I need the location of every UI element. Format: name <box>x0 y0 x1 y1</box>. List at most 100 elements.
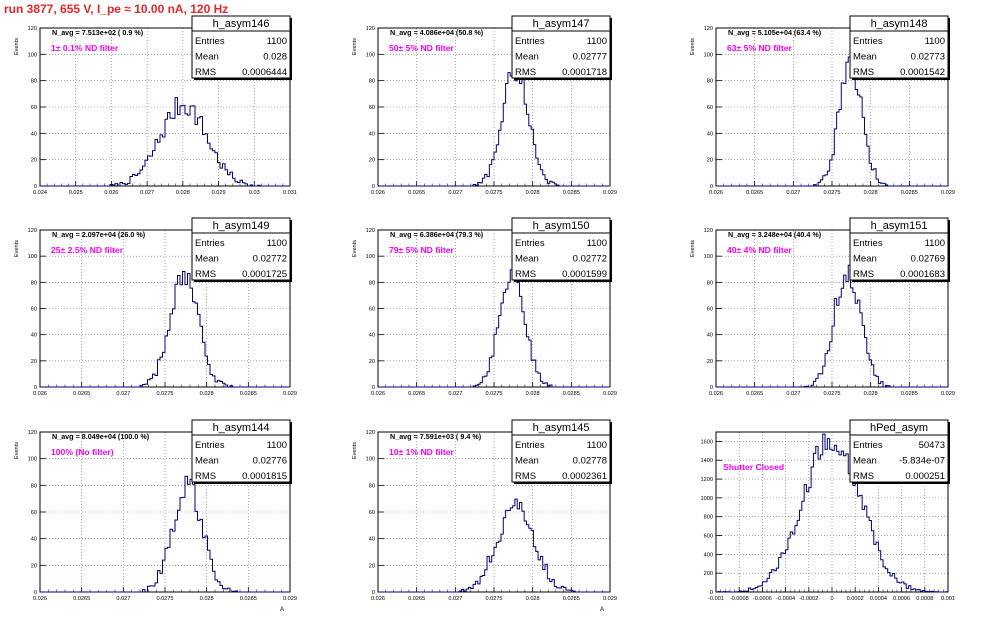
x-tick-label: -0.0002 <box>799 596 818 602</box>
histogram-h_asym151: 0.026 0.0265 0.027 0.0275 0.028 0.0285 0.029 0 2… <box>690 217 955 397</box>
stat-value: 0.02778 <box>573 456 607 467</box>
navg-label: N_avg = 4.086e+04 (50.8 %) <box>390 28 484 37</box>
x-tick-label: 0.0285 <box>901 190 918 196</box>
stats-box <box>191 419 291 483</box>
filter-annotation: 50± 5% ND filter <box>389 43 455 53</box>
y-tick-label: 20 <box>369 359 375 365</box>
x-tick-label: 0.026 <box>33 596 47 602</box>
stat-label: Mean <box>195 254 219 265</box>
y-tick-label: 0 <box>34 184 37 190</box>
stat-value: 0.000251 <box>905 471 945 482</box>
histogram-line <box>378 498 610 593</box>
histogram-h_asym144: 0.026 0.0265 0.027 0.0275 0.028 0.0285 0.029 0 2… <box>14 419 297 613</box>
x-tick-label: 0.0275 <box>485 596 502 602</box>
y-tick-label: 100 <box>704 52 713 58</box>
x-tick-label: 0.0265 <box>746 190 763 196</box>
y-tick-label: 0 <box>710 184 713 190</box>
x-tick-label: 0.024 <box>33 190 47 196</box>
histogram-h_asym145: 0.026 0.0265 0.027 0.0275 0.028 0.0285 0.029 0 2… <box>352 419 617 613</box>
stat-label: Entries <box>853 36 883 47</box>
stat-value: 1100 <box>587 440 607 451</box>
histogram-h_asym148: 0.026 0.0265 0.027 0.0275 0.028 0.0285 0.029 0 2… <box>690 15 955 196</box>
y-tick-label: 20 <box>707 359 713 365</box>
y-tick-label: 60 <box>369 510 375 516</box>
filter-annotation: 1± 0.1% ND filter <box>51 43 119 53</box>
y-tick-label: 40 <box>707 333 713 339</box>
y-tick-label: 60 <box>31 307 37 313</box>
x-tick-label: 0.0285 <box>240 596 257 602</box>
y-tick-label: 100 <box>366 52 375 58</box>
y-tick-label: 80 <box>31 483 37 489</box>
y-tick-label: 100 <box>366 457 375 463</box>
stat-value: 0.02773 <box>911 52 945 63</box>
stat-label: Mean <box>853 52 877 63</box>
stats-box <box>511 419 611 483</box>
histogram-line <box>716 433 948 593</box>
y-axis-label: Events <box>14 240 20 257</box>
x-tick-label: 0.028 <box>526 190 540 196</box>
stats-box <box>511 217 611 281</box>
x-tick-label: 0.028 <box>200 391 214 397</box>
y-tick-label: 40 <box>31 537 37 543</box>
stats-box <box>849 217 949 281</box>
x-tick-label: 0.0265 <box>73 596 90 602</box>
histogram-h_asym149: 0.026 0.0265 0.027 0.0275 0.028 0.0285 0.029 0 2… <box>14 217 297 397</box>
y-tick-label: 1600 <box>701 439 713 445</box>
x-tick-label: 0.0265 <box>746 391 763 397</box>
stat-label: RMS <box>195 269 216 280</box>
x-tick-label: 0.0275 <box>485 391 502 397</box>
x-tick-label: 0.028 <box>526 391 540 397</box>
x-tick-label: 0.0265 <box>73 391 90 397</box>
stat-value: 0.028 <box>263 52 287 63</box>
x-tick-label: 0.0265 <box>408 391 425 397</box>
x-tick-label: 0.0265 <box>408 190 425 196</box>
stat-value: 0.0006444 <box>242 67 287 78</box>
stat-value: 0.0001683 <box>900 269 945 280</box>
stat-label: RMS <box>515 67 536 78</box>
histogram-name: h_asym150 <box>533 220 590 232</box>
x-tick-label: 0.0275 <box>823 391 840 397</box>
navg-label: N_avg = 5.105e+04 (63.4 %) <box>728 28 822 37</box>
x-tick-label: 0.0265 <box>408 596 425 602</box>
x-tick-label: 0.0285 <box>240 391 257 397</box>
x-tick-label: 0.001 <box>941 596 955 602</box>
filter-annotation: 100% (No filter) <box>51 447 114 457</box>
filter-annotation: 40± 4% ND filter <box>727 245 793 255</box>
navg-label: N_avg = 2.097e+04 (26.0 %) <box>52 230 146 239</box>
x-tick-label: 0.031 <box>283 190 297 196</box>
x-tick-label: 0.026 <box>709 391 723 397</box>
stat-value: -5.834e-07 <box>899 456 945 467</box>
histogram-name: h_asym148 <box>871 18 928 30</box>
y-tick-label: 800 <box>704 515 713 521</box>
stat-label: Mean <box>515 456 539 467</box>
x-tick-label: -0.0004 <box>776 596 795 602</box>
histogram-line <box>716 56 948 187</box>
stat-value: 0.0001718 <box>562 67 607 78</box>
x-tick-label: 0.028 <box>864 391 878 397</box>
stat-value: 1100 <box>925 36 945 47</box>
stat-value: 0.02776 <box>253 456 287 467</box>
x-tick-label: 0.029 <box>283 391 297 397</box>
y-tick-label: 80 <box>707 280 713 286</box>
x-tick-label: 0.027 <box>140 190 154 196</box>
x-tick-label: 0.025 <box>69 190 83 196</box>
stat-label: RMS <box>853 67 874 78</box>
navg-label: N_avg = 7.513e+02 ( 0.9 %) <box>52 28 144 37</box>
x-tick-label: 0.027 <box>116 596 130 602</box>
y-axis-label: Events <box>352 442 358 459</box>
filter-annotation: Shutter Closed <box>723 462 784 472</box>
histogram-name: hPed_asym <box>870 422 928 434</box>
run-title: run 3877, 655 V, I_pe ≈ 10.00 nA, 120 Hz <box>4 2 229 16</box>
x-tick-label: -0.001 <box>708 596 724 602</box>
y-tick-label: 120 <box>704 26 713 32</box>
stat-label: Entries <box>195 36 225 47</box>
stat-label: Mean <box>853 254 877 265</box>
y-tick-label: 80 <box>31 280 37 286</box>
stat-value: 0.0002361 <box>562 471 607 482</box>
stat-label: Entries <box>195 440 225 451</box>
histogram-h_asym150: 0.026 0.0265 0.027 0.0275 0.028 0.0285 0.029 0 2… <box>352 217 617 397</box>
y-axis-label: Events <box>352 38 358 55</box>
x-tick-label: 0.026 <box>33 391 47 397</box>
x-tick-label: 0.03 <box>249 190 260 196</box>
histogram-line <box>716 264 948 388</box>
